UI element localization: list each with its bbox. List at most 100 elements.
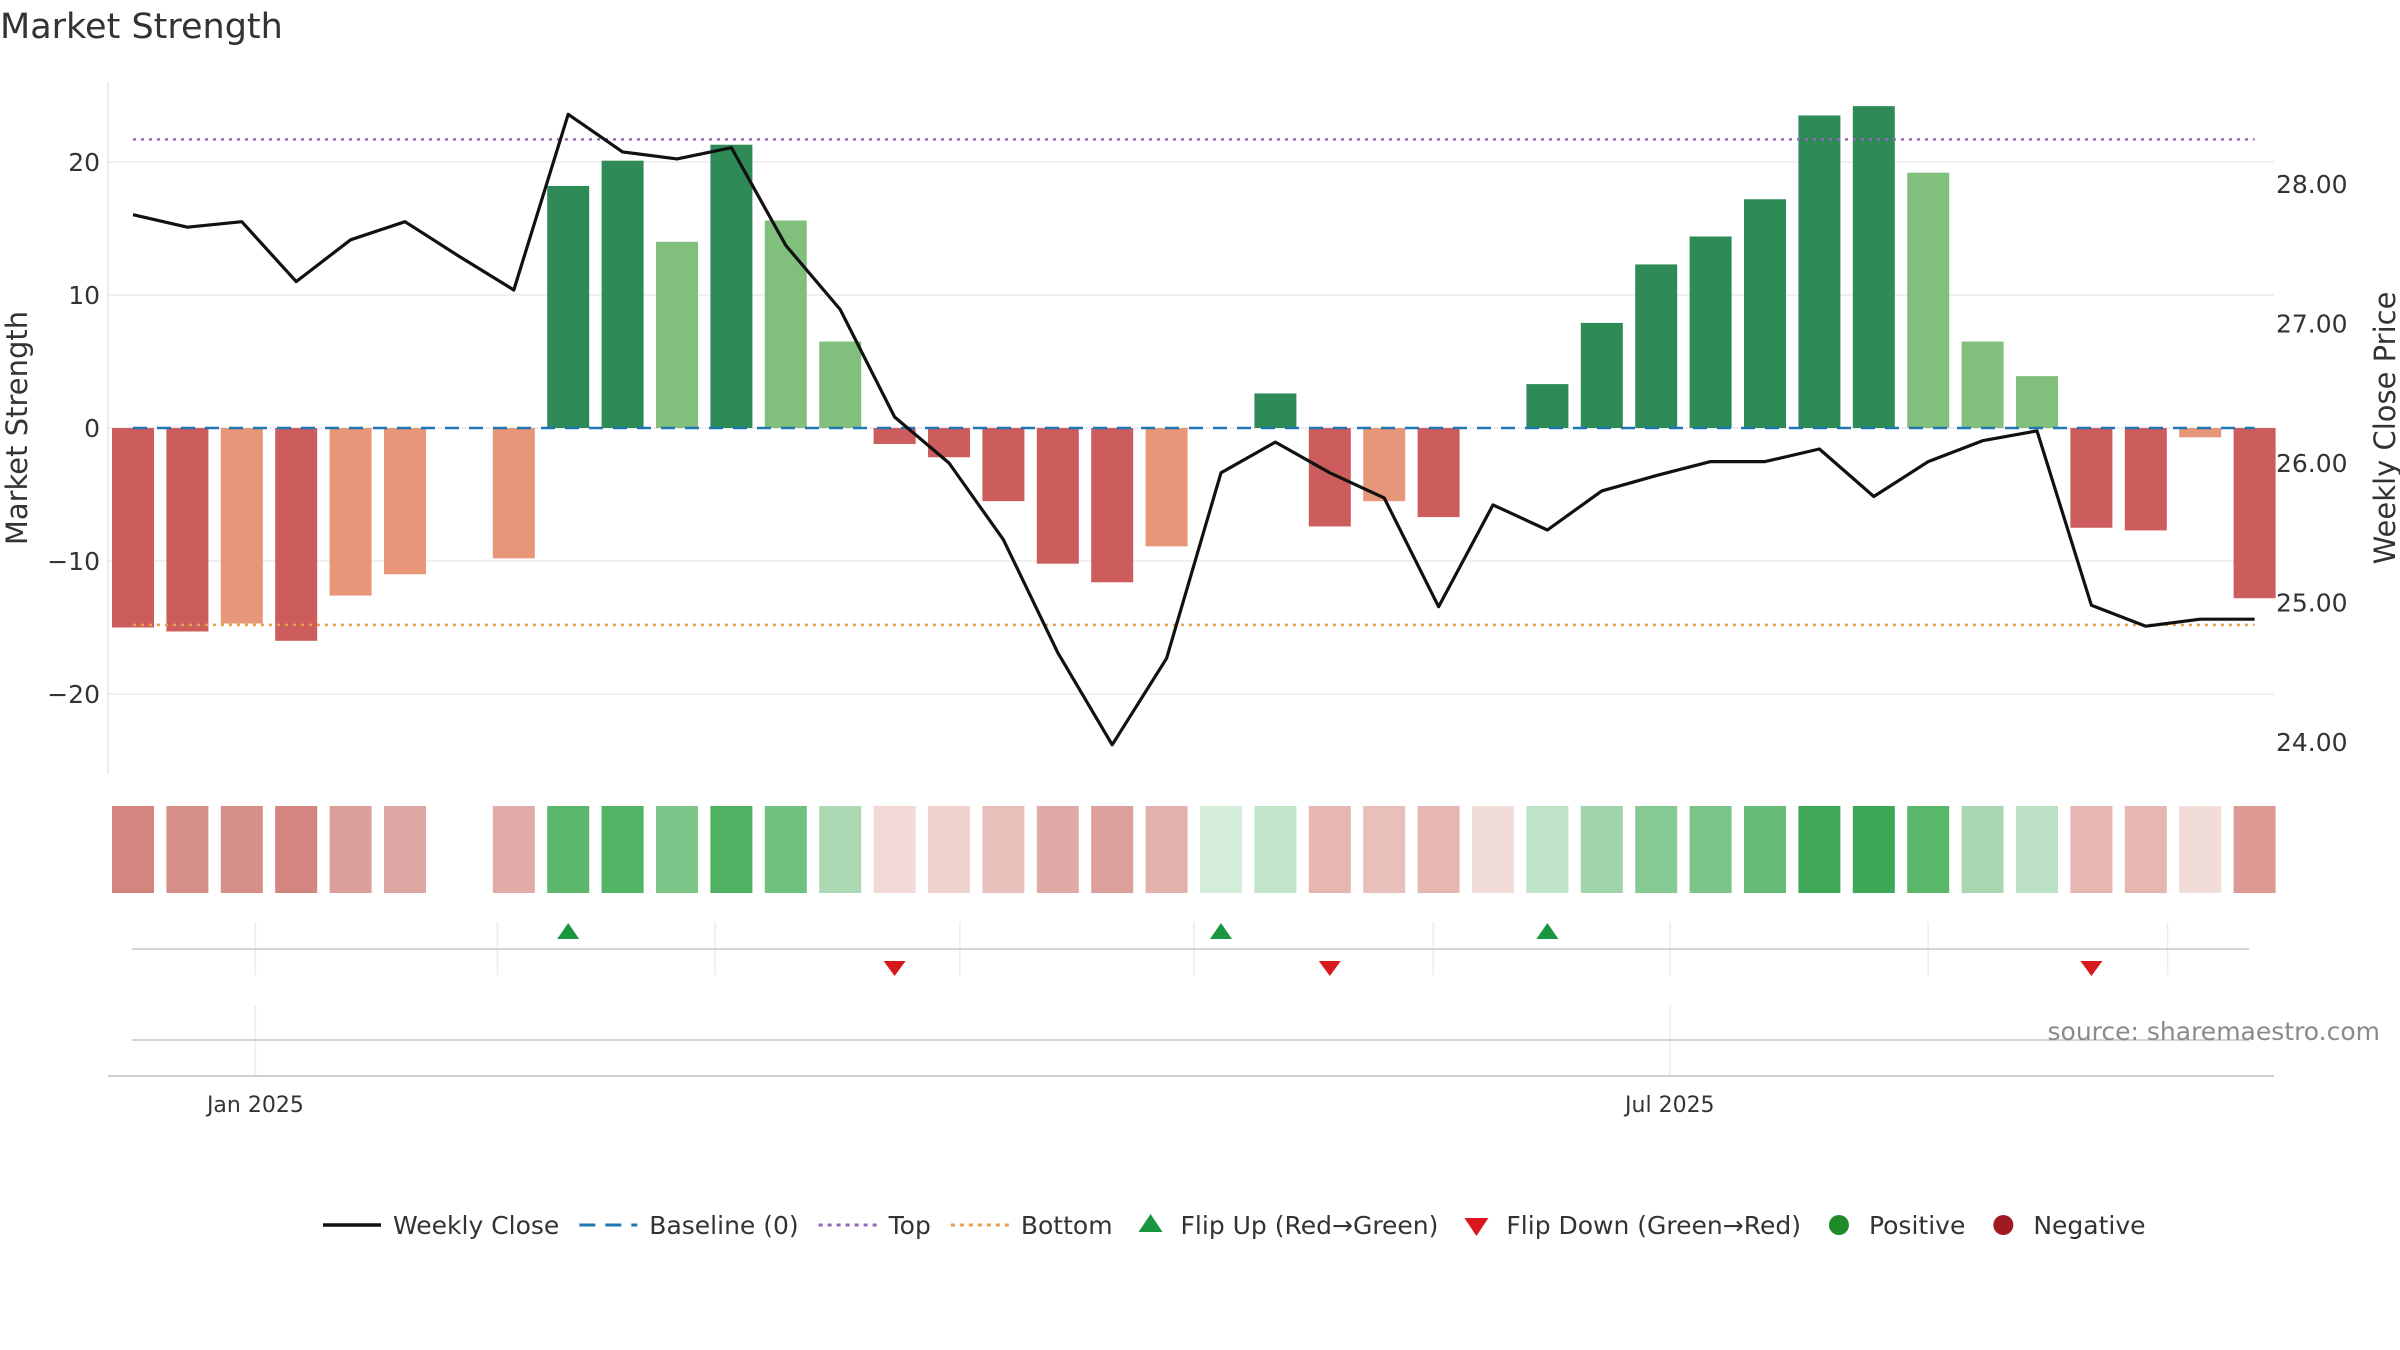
heat-cell [2179,806,2222,893]
strength-bar [1798,115,1841,428]
heat-cell [2233,806,2276,893]
weekly-close-series [132,112,2255,747]
legend-label: Bottom [1021,1211,1113,1240]
strength-bar [601,160,644,429]
legend-label: Flip Down (Green→Red) [1506,1211,1801,1240]
y-tick-label: 10 [68,281,100,310]
legend-swatch-triangle-down [1464,1218,1489,1236]
heat-cell [329,806,372,893]
strength-bars [112,106,2276,641]
strength-bar [1363,428,1406,502]
heat-cell [1689,806,1732,893]
heat-cell [1744,806,1786,893]
strength-bar [1091,428,1134,583]
strength-bar [764,220,807,428]
flip-markers-panel [132,922,2249,976]
y2-tick-label: 26.00 [2276,449,2348,478]
heat-cell [710,806,753,893]
strength-bar [2016,376,2058,428]
strength-bar [1145,428,1188,547]
y-axis-label: Market Strength [0,311,34,545]
strength-bar [1254,393,1297,428]
heat-cell [2124,806,2167,893]
flip-up-marker [557,923,580,939]
strength-bar [547,185,590,428]
strength-bar [1417,428,1460,518]
x-tick-label: Jul 2025 [1623,1093,1715,1118]
strength-bar [1036,428,1079,564]
heat-cell [547,806,590,893]
strength-heat-strip [112,806,2276,893]
strength-bar [1580,322,1623,428]
heat-cell [275,806,318,893]
flip-up-marker [1536,923,1559,939]
heat-cell [492,806,535,893]
strength-bar [2179,428,2222,438]
strength-bar [982,428,1025,502]
legend-label: Negative [2033,1211,2145,1240]
y-tick-labels: 20 10 0 −10 −20 [47,148,100,709]
time-axis-panel: Jan 2025 Jul 2025 [108,1006,2274,1118]
flip-down-marker [2080,961,2103,976]
chart-title: Market Strength [0,7,283,47]
legend-label: Positive [1869,1211,1965,1240]
y2-tick-labels: 28.00 27.00 26.00 25.00 24.00 [2276,170,2348,757]
y-tick-label: −10 [47,547,100,576]
heat-cell [1363,806,1406,893]
strength-bar [928,428,970,458]
flip-down-marker [1318,961,1341,976]
y2-tick-label: 28.00 [2276,170,2348,199]
reference-lines [133,138,2255,627]
strength-bar [710,144,753,428]
heat-cell [819,806,862,893]
strength-bar [1689,236,1732,428]
strength-bar [275,428,318,641]
heat-cell [112,806,154,893]
y2-tick-label: 24.00 [2276,728,2348,757]
heat-cell [384,806,426,893]
strength-bar [1635,264,1678,428]
legend-label: Top [888,1211,931,1240]
strength-bar [873,428,916,444]
x-tick-label: Jan 2025 [205,1093,304,1118]
heat-cell [873,806,916,893]
legend-label: Weekly Close [393,1211,559,1240]
y-tick-label: 0 [84,414,100,443]
heat-cell [928,806,970,893]
heat-cell [1472,806,1514,893]
heat-cell [982,806,1025,893]
heat-cell [1907,806,1950,893]
heat-cell [1798,806,1841,893]
heat-cell [1526,806,1569,893]
strength-bar [2233,428,2276,599]
strength-bar [1526,384,1569,428]
legend: Weekly Close Baseline (0) Top Bottom Flip Up… [323,1211,2146,1240]
heat-cell [1308,806,1351,893]
legend-swatch-circle [1993,1215,2014,1235]
strength-bar [1308,428,1351,527]
legend-swatch-circle [1828,1215,1849,1235]
strength-bar [492,428,535,559]
strength-bar [112,428,154,628]
heat-cell [601,806,644,893]
y2-tick-label: 27.00 [2276,310,2348,339]
heat-cell [1961,806,2004,893]
heat-cell [220,806,263,893]
flip-up-marker [1210,923,1232,939]
heat-cell [1417,806,1460,893]
source-note: source: sharemaestro.com [2048,1017,2381,1046]
strength-bar [2124,428,2167,531]
heat-cell [1200,806,1242,893]
y-tick-label: 20 [68,148,100,177]
flip-down-marker [883,961,906,976]
strength-bar [220,428,263,624]
heat-cell [1036,806,1079,893]
strength-bar [819,341,862,428]
heat-cell [2016,806,2058,893]
heat-cell [2070,806,2113,893]
strength-bar [329,428,372,596]
heat-cell [1580,806,1623,893]
weekly-close-line [132,112,2255,747]
